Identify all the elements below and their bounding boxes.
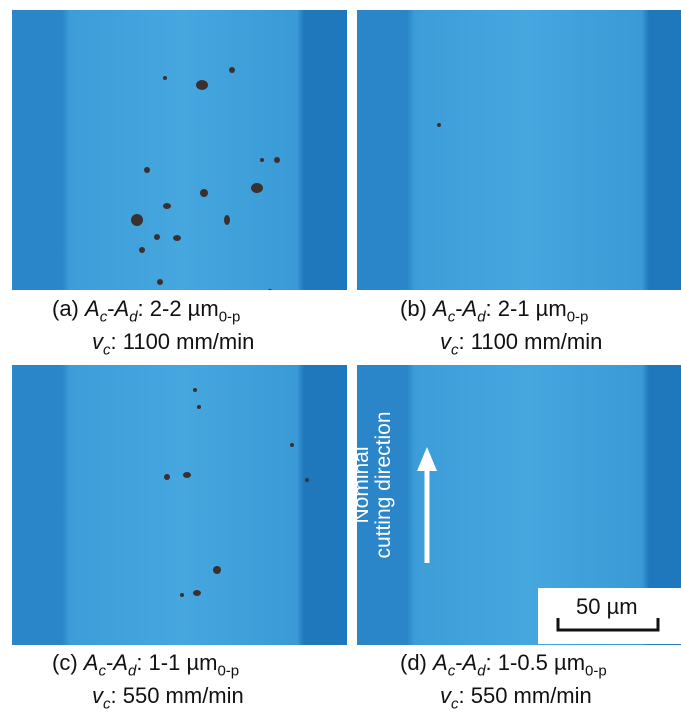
caption-part: Ac: [83, 650, 106, 680]
caption-part: 0-p: [217, 662, 240, 680]
pit: [193, 388, 197, 392]
direction-arrow: [417, 447, 437, 563]
caption-part: c: [447, 662, 456, 680]
pit: [163, 203, 171, 209]
pit: [196, 80, 208, 90]
pits: [164, 388, 309, 597]
pit: [260, 158, 264, 162]
pit: [197, 405, 201, 409]
caption-part: -: [105, 650, 114, 675]
caption-part: : 1100 mm/min: [110, 329, 255, 354]
caption-part: : 1-0.5 µm: [485, 650, 586, 675]
pit: [131, 214, 143, 226]
surface: [12, 10, 347, 290]
caption-part: Ac: [433, 650, 456, 680]
caption-part: c: [447, 308, 456, 326]
direction-label: Nominal cutting direction: [350, 395, 395, 575]
caption-part: : 2-2 µm: [137, 296, 219, 321]
caption-part: : 550 mm/min: [110, 683, 244, 708]
pit: [139, 247, 145, 253]
caption-part: d: [127, 662, 137, 680]
caption-part: Ac: [433, 296, 456, 326]
caption-part: Ad: [462, 650, 486, 680]
pit: [437, 123, 441, 127]
pit: [229, 67, 235, 73]
caption-part: 0-p: [566, 308, 589, 326]
caption-part: d: [477, 662, 486, 680]
caption-part: c: [451, 341, 459, 359]
caption-part: c: [451, 695, 459, 712]
caption-part: : 1-1 µm: [136, 650, 218, 675]
caption-part: : 550 mm/min: [458, 683, 592, 708]
caption-part: -: [455, 296, 463, 321]
direction-line: cutting direction: [372, 411, 395, 559]
caption-part: d: [129, 308, 138, 326]
caption-speed: vc: 1100 mm/min: [92, 329, 254, 358]
direction-line: Nominal: [350, 446, 373, 524]
scale-bar-line: [556, 618, 660, 632]
surface: [12, 365, 347, 645]
caption-part: (c): [52, 650, 84, 675]
caption-part: (b): [400, 296, 433, 321]
caption-label: (b) Ac-Ad: 2-1 µm0-p: [400, 296, 588, 325]
caption-part: vc: [92, 329, 111, 359]
pit: [154, 234, 160, 240]
pit: [193, 590, 201, 596]
caption-part: c: [99, 308, 108, 326]
scale-bar: 50 µm: [538, 588, 681, 644]
caption-label: (a) Ac-Ad: 2-2 µm0-p: [52, 296, 240, 325]
scale-bar-label: 50 µm: [576, 594, 638, 619]
caption-part: c: [103, 695, 111, 712]
pit: [274, 157, 280, 163]
caption-part: 0-p: [585, 662, 607, 680]
surface: [357, 10, 681, 290]
micrograph: [357, 10, 681, 290]
caption-part: Ad: [114, 296, 138, 326]
pit: [164, 474, 170, 480]
caption-part: vc: [440, 329, 459, 359]
pit: [290, 443, 294, 447]
pit: [267, 289, 273, 290]
caption-label: (c) Ac-Ad: 1-1 µm0-p: [52, 650, 239, 679]
caption-part: vc: [440, 683, 459, 712]
pits: [131, 67, 280, 290]
caption-part: Ad: [462, 296, 486, 326]
micrograph: [12, 365, 347, 645]
pit: [305, 478, 309, 482]
micrograph: [12, 10, 347, 290]
caption-speed: vc: 1100 mm/min: [440, 329, 602, 358]
caption-part: : 1100 mm/min: [458, 329, 603, 354]
pit: [163, 76, 167, 80]
caption-part: c: [103, 341, 111, 359]
pits: [437, 123, 441, 127]
pit: [200, 189, 208, 197]
pit: [213, 566, 221, 574]
pit: [144, 167, 150, 173]
caption-part: vc: [92, 683, 111, 712]
caption-speed: vc: 550 mm/min: [92, 683, 244, 712]
caption-part: Ac: [85, 296, 108, 326]
pit: [173, 235, 181, 241]
pit: [224, 215, 230, 225]
caption-part: (d): [400, 650, 433, 675]
caption-part: c: [98, 662, 106, 680]
caption-part: d: [477, 308, 486, 326]
caption-part: -: [455, 650, 463, 675]
caption-label: (d) Ac-Ad: 1-0.5 µm0-p: [400, 650, 607, 679]
caption-speed: vc: 550 mm/min: [440, 683, 592, 712]
pit: [180, 593, 184, 597]
pit: [157, 279, 163, 285]
caption-part: (a): [52, 296, 85, 321]
caption-part: -: [107, 296, 115, 321]
caption-part: Ad: [113, 650, 137, 680]
caption-part: : 2-1 µm: [485, 296, 567, 321]
caption-part: 0-p: [218, 308, 241, 326]
pit: [251, 183, 263, 193]
pit: [183, 472, 191, 478]
